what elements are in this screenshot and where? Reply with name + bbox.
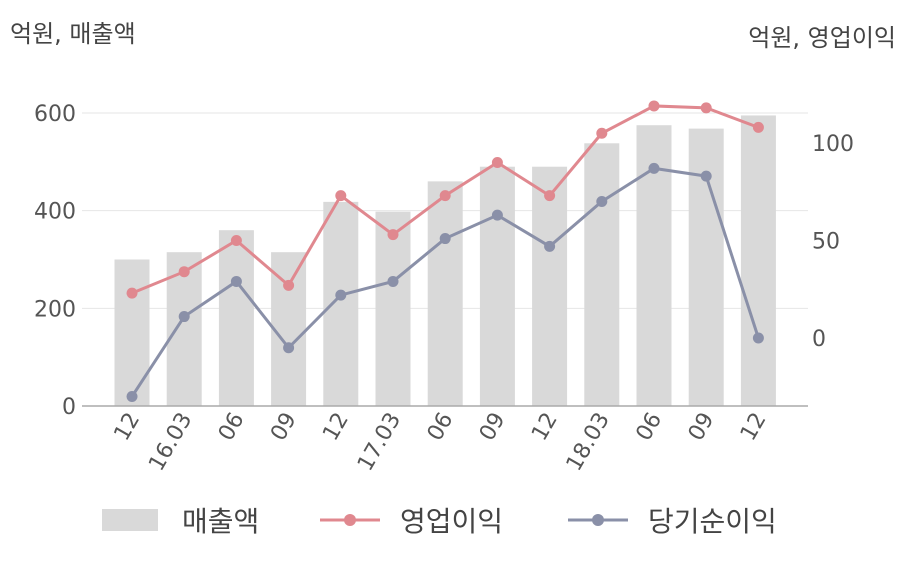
bar-sales (271, 252, 307, 406)
point-net-income (283, 342, 295, 354)
legend-swatch-operating-profit (320, 514, 380, 526)
bar-sales (584, 143, 620, 406)
point-operating-profit (439, 190, 451, 202)
legend-swatch-sales (102, 509, 158, 531)
bar-sales (218, 230, 254, 406)
point-operating-profit (126, 287, 138, 299)
bar-sales (688, 128, 724, 407)
point-operating-profit (700, 102, 712, 114)
point-operating-profit (387, 229, 399, 241)
x-tick-label: 17.03 (353, 409, 406, 476)
point-net-income (178, 311, 190, 323)
bar-sales (532, 166, 568, 406)
bar-sales (479, 166, 515, 406)
x-tick-label: 18.03 (562, 409, 615, 476)
legend-item-net-income: 당기순이익 (568, 500, 777, 540)
left-tick-label: 0 (62, 395, 76, 420)
x-tick-label: 16.03 (144, 409, 197, 476)
right-axis-ticks: 0 50 100 (812, 132, 854, 352)
bar-sales (375, 211, 411, 406)
point-operating-profit (178, 266, 190, 278)
series-lines (126, 100, 764, 402)
x-tick-label: 09 (684, 409, 720, 446)
point-operating-profit (230, 235, 242, 246)
x-tick-label: 12 (527, 409, 563, 446)
point-net-income (126, 391, 138, 402)
left-tick-label: 200 (34, 297, 76, 322)
legend-label-operating-profit: 영업이익 (400, 505, 504, 538)
right-axis-unit: 억원, 영업이익 (748, 24, 896, 52)
point-operating-profit (283, 279, 295, 291)
legend-item-sales: 매출액 (102, 500, 259, 540)
right-tick-label: 100 (812, 132, 854, 157)
legend-swatch-net-income (568, 514, 628, 526)
left-axis-ticks: 0 200 400 600 (34, 102, 76, 420)
point-net-income (648, 162, 660, 174)
legend-item-operating-profit: 영업이익 (320, 500, 503, 540)
x-axis-ticks: 12 16.03 06 09 12 17.03 06 09 12 18.03 06 09 12 (110, 409, 772, 476)
point-net-income (230, 275, 242, 287)
left-tick-label: 400 (34, 200, 76, 225)
point-net-income (439, 233, 451, 245)
bar-sales (323, 201, 359, 406)
right-tick-label: 50 (812, 230, 840, 255)
point-operating-profit (491, 157, 503, 168)
point-net-income (752, 332, 764, 344)
legend-label-sales: 매출액 (182, 505, 260, 538)
point-operating-profit (596, 127, 608, 139)
left-axis-unit: 억원, 매출액 (10, 20, 136, 48)
x-tick-label: 12 (318, 409, 354, 446)
point-operating-profit (648, 100, 660, 112)
point-net-income (491, 209, 503, 221)
x-tick-label: 12 (110, 409, 146, 446)
bar-sales (740, 115, 776, 407)
point-net-income (596, 196, 608, 207)
bars (114, 115, 776, 407)
point-net-income (387, 275, 399, 287)
point-net-income (335, 289, 347, 301)
x-tick-label: 06 (214, 409, 250, 446)
point-operating-profit (752, 121, 764, 133)
point-operating-profit (544, 190, 556, 202)
bar-sales (427, 181, 463, 406)
point-net-income (700, 170, 712, 182)
point-net-income (544, 240, 556, 252)
x-tick-label: 06 (632, 409, 668, 446)
point-operating-profit (335, 190, 347, 202)
bar-sales (114, 259, 150, 406)
x-tick-label: 12 (736, 409, 772, 446)
x-tick-label: 09 (266, 409, 302, 446)
left-tick-label: 600 (34, 102, 76, 127)
right-tick-label: 0 (812, 327, 826, 352)
x-tick-label: 09 (475, 409, 511, 446)
legend-label-net-income: 당기순이익 (648, 505, 777, 538)
x-tick-label: 06 (423, 409, 459, 446)
